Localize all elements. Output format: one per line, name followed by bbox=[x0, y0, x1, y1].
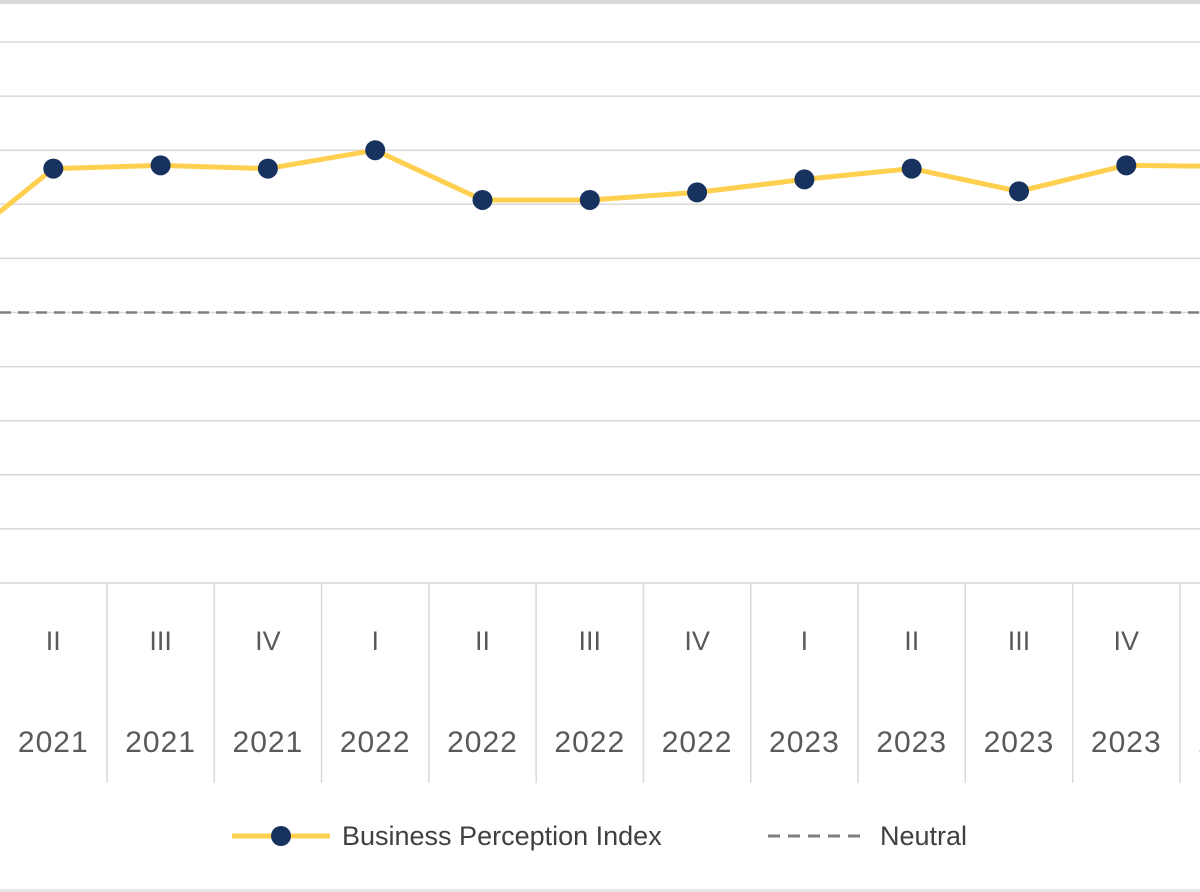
data-point bbox=[794, 169, 815, 190]
data-point bbox=[1009, 181, 1029, 202]
x-tick-label-quarter: III bbox=[1008, 626, 1031, 656]
chart-top-border bbox=[0, 0, 1200, 4]
x-tick-label-quarter: II bbox=[46, 626, 61, 656]
data-point bbox=[687, 182, 708, 203]
data-point bbox=[43, 158, 64, 179]
x-tick-label-year: 2022 bbox=[554, 726, 625, 759]
data-point bbox=[901, 158, 922, 179]
x-tick-label-quarter: IV bbox=[684, 626, 710, 656]
x-axis: I2021II2021III2021IV2021I2022II2022III20… bbox=[18, 583, 1200, 783]
legend-label-index: Business Perception Index bbox=[342, 821, 662, 851]
legend-item-index: Business Perception Index bbox=[232, 821, 662, 851]
x-tick-label-quarter: IV bbox=[1114, 626, 1140, 656]
x-tick-label-year: 2023 bbox=[1091, 726, 1162, 759]
x-tick-label-quarter: I bbox=[801, 626, 809, 656]
chart-bottom-border bbox=[0, 889, 1200, 892]
x-tick-label-year: 2021 bbox=[125, 726, 196, 759]
x-tick-label-quarter: I bbox=[371, 626, 379, 656]
x-tick-label-year: 2021 bbox=[18, 726, 89, 759]
x-tick-label-year: 2023 bbox=[876, 726, 947, 759]
data-point bbox=[1116, 155, 1137, 176]
x-tick-label-year: 2022 bbox=[340, 726, 411, 759]
x-tick-label-year: 2022 bbox=[447, 726, 518, 759]
x-tick-label-quarter: III bbox=[149, 626, 172, 656]
x-tick-label-quarter: IV bbox=[255, 626, 281, 656]
x-tick-label-year: 2021 bbox=[233, 726, 304, 759]
data-point bbox=[150, 155, 171, 176]
data-point bbox=[472, 189, 493, 210]
x-tick-label-year: 2023 bbox=[769, 726, 840, 759]
data-point bbox=[365, 140, 386, 161]
legend: Business Perception Index Neutral bbox=[232, 821, 967, 851]
x-tick-label-year: 2023 bbox=[984, 726, 1055, 759]
legend-index-marker bbox=[271, 826, 291, 846]
x-tick-label-quarter: II bbox=[475, 626, 490, 656]
data-point bbox=[579, 189, 600, 210]
data-point bbox=[257, 158, 278, 179]
series-line-business-perception-index bbox=[0, 147, 1200, 215]
x-tick-label-quarter: III bbox=[579, 626, 602, 656]
plot-area bbox=[0, 140, 1200, 314]
x-tick-label-year: 2022 bbox=[662, 726, 733, 759]
legend-label-neutral: Neutral bbox=[880, 821, 967, 851]
x-tick-label-year: 2024 bbox=[1198, 726, 1200, 759]
x-tick-label-quarter: II bbox=[904, 626, 919, 656]
legend-item-neutral: Neutral bbox=[768, 821, 967, 851]
